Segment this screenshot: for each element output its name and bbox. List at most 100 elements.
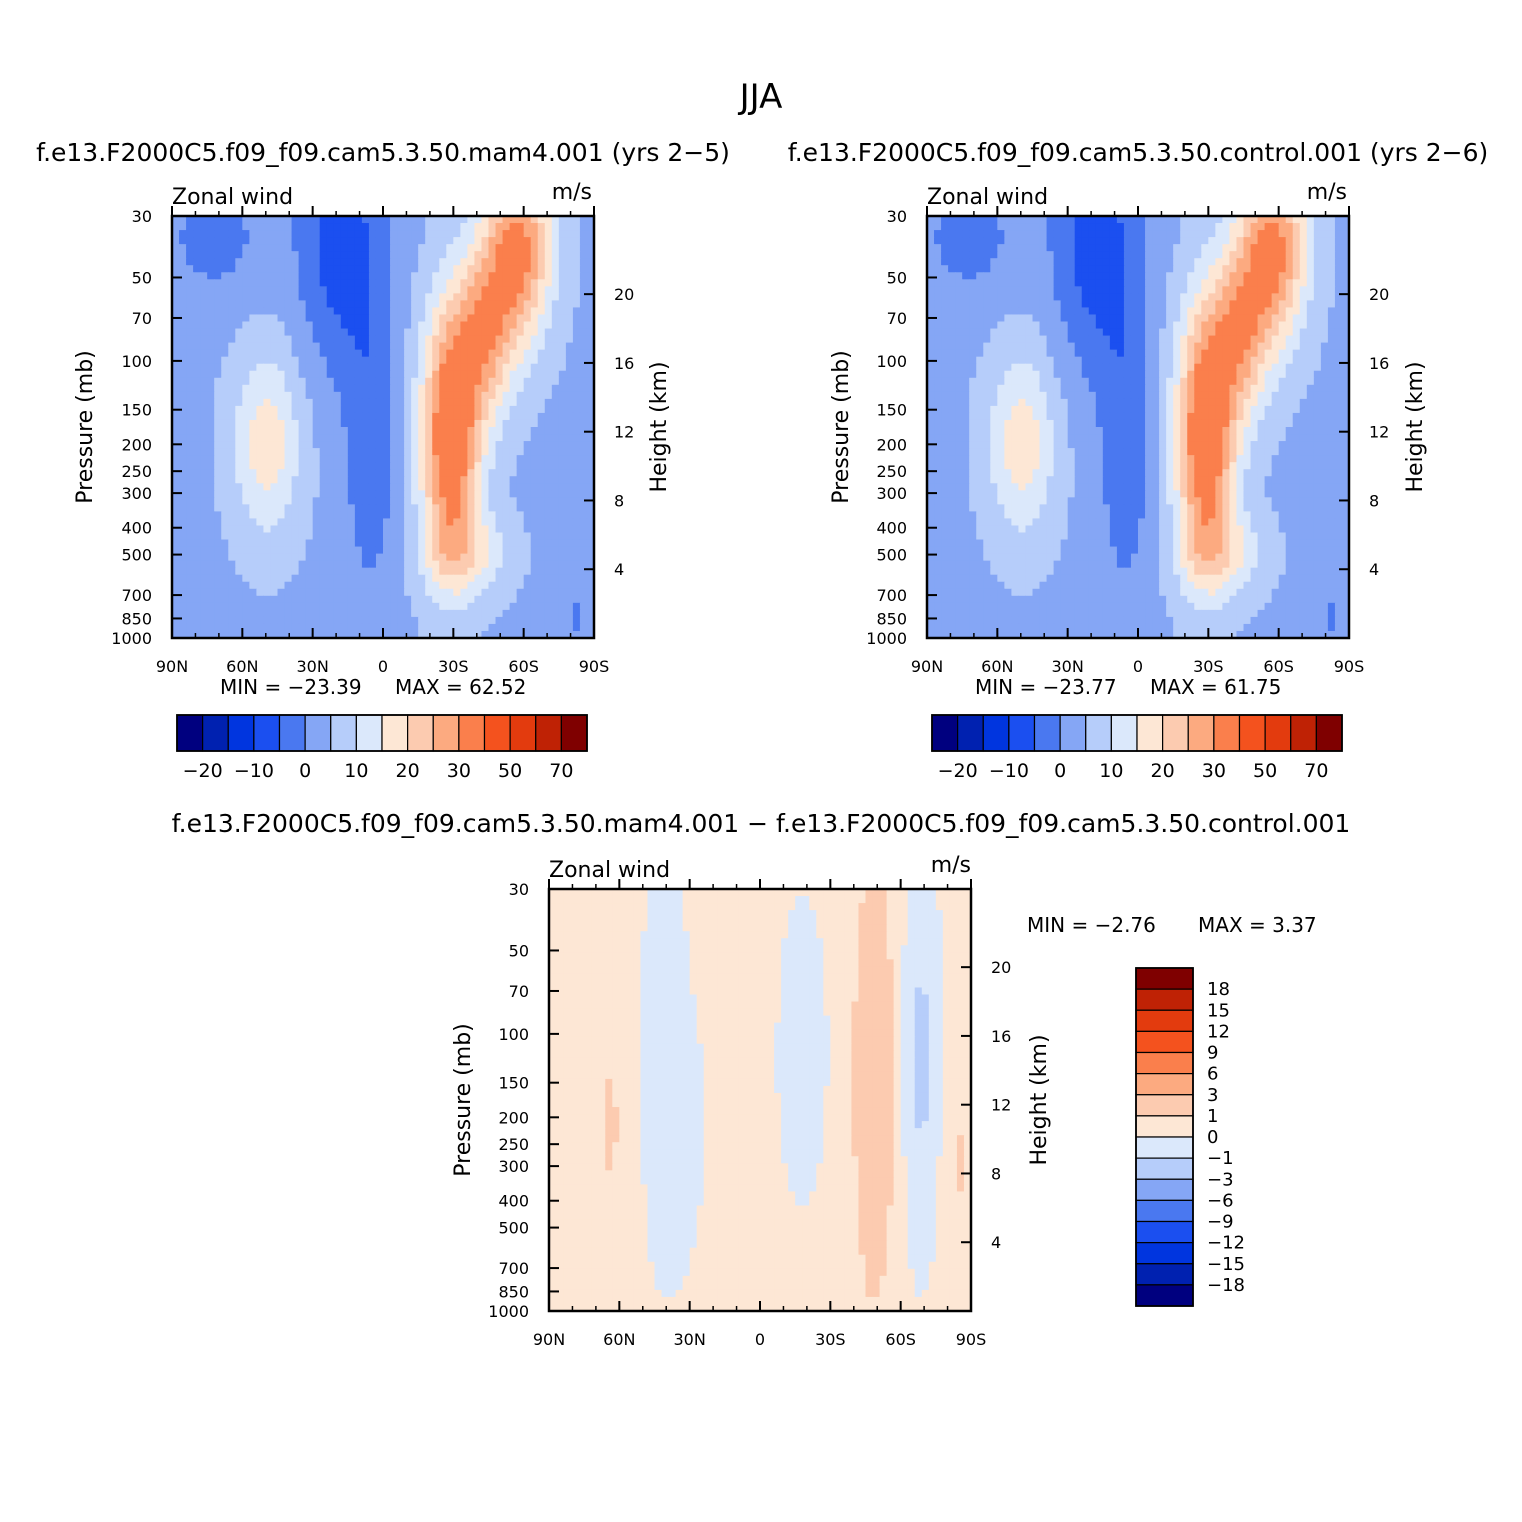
contour-cell xyxy=(340,286,349,294)
contour-cell xyxy=(474,370,483,379)
contour-cell xyxy=(193,497,201,505)
contour-cell xyxy=(390,321,398,330)
contour-cell xyxy=(467,455,476,463)
contour-cell xyxy=(411,293,419,301)
contour-cell xyxy=(418,588,426,597)
contour-cell xyxy=(186,546,194,555)
contour-cell xyxy=(179,216,187,224)
contour-cell xyxy=(948,230,956,238)
contour-cell xyxy=(249,581,257,590)
contour-cell xyxy=(221,427,229,435)
contour-cell xyxy=(481,574,490,583)
contour-cell xyxy=(179,546,187,555)
contour-cell xyxy=(397,539,405,548)
contour-cell xyxy=(354,525,363,534)
contour-cell xyxy=(256,265,265,273)
contour-cell xyxy=(1299,223,1308,231)
contour-cell xyxy=(193,391,201,400)
contour-cell xyxy=(1334,307,1343,316)
contour-cell xyxy=(1271,300,1280,309)
contour-cell xyxy=(1341,328,1349,337)
contour-cell xyxy=(284,553,293,562)
contour-cell xyxy=(228,630,236,638)
contour-cell xyxy=(200,497,208,505)
contour-cell xyxy=(270,511,279,520)
contour-cell xyxy=(319,504,328,512)
contour-cell xyxy=(186,412,194,421)
contour-cell xyxy=(990,342,998,351)
contour-cell xyxy=(242,335,250,344)
contour-cell xyxy=(537,574,546,583)
contour-cell xyxy=(551,434,560,442)
contour-cell xyxy=(1046,279,1055,287)
contour-cell xyxy=(354,623,363,632)
contour-cell xyxy=(418,419,426,428)
contour-cell xyxy=(1138,349,1146,358)
contour-cell xyxy=(418,434,426,442)
contour-cell xyxy=(586,398,594,407)
contour-cell xyxy=(291,321,300,330)
y2-tick-label: 16 xyxy=(614,354,634,373)
contour-cell xyxy=(439,419,447,428)
contour-cell xyxy=(284,216,293,224)
contour-cell xyxy=(983,349,991,358)
contour-cell xyxy=(551,448,560,456)
contour-cell xyxy=(277,581,286,590)
contour-cell xyxy=(242,525,250,534)
contour-cell xyxy=(411,609,419,618)
contour-cell xyxy=(495,504,504,512)
contour-cell xyxy=(298,567,307,576)
contour-cell xyxy=(270,328,279,337)
contour-cell xyxy=(502,616,511,625)
contour-cell xyxy=(516,567,525,576)
contour-cell xyxy=(1243,223,1252,231)
contour-cell xyxy=(1145,251,1153,259)
contour-cell xyxy=(1011,300,1020,309)
contour-cell xyxy=(1011,251,1020,259)
contour-cell xyxy=(1264,307,1273,316)
contour-cell xyxy=(516,434,525,442)
contour-cell xyxy=(418,448,426,456)
contour-cell xyxy=(207,504,215,512)
contour-cell xyxy=(1327,314,1336,323)
contour-cell xyxy=(207,286,215,294)
contour-cell xyxy=(1229,216,1238,224)
contour-cell xyxy=(446,237,454,245)
contour-cell xyxy=(172,616,180,625)
contour-cell xyxy=(1074,237,1083,245)
contour-cell xyxy=(326,272,335,280)
contour-cell xyxy=(200,462,208,470)
contour-cell xyxy=(214,251,222,259)
x-tick-label: 90N xyxy=(156,657,188,676)
contour-cell xyxy=(530,602,539,611)
contour-cell xyxy=(347,441,356,449)
contour-cell xyxy=(927,251,935,259)
contour-cell xyxy=(397,307,405,316)
contour-cell xyxy=(1215,279,1223,287)
contour-cell xyxy=(1327,321,1336,330)
contour-cell xyxy=(1299,265,1308,273)
contour-cell xyxy=(997,349,1005,358)
contour-cell xyxy=(319,328,328,337)
contour-cell xyxy=(235,623,243,632)
contour-cell xyxy=(284,595,293,604)
contour-cell xyxy=(1095,265,1104,273)
contour-cell xyxy=(1236,307,1245,316)
contour-cell xyxy=(411,497,419,505)
contour-cell xyxy=(186,602,194,611)
contour-cell xyxy=(207,574,215,583)
contour-cell xyxy=(509,265,518,273)
contour-cell xyxy=(354,321,363,330)
contour-cell xyxy=(361,567,370,576)
contour-cell xyxy=(1032,279,1041,287)
contour-cell xyxy=(1074,216,1083,224)
contour-cell xyxy=(481,237,490,245)
contour-cell xyxy=(955,321,963,330)
contour-cell xyxy=(934,321,942,330)
contour-cell xyxy=(235,434,243,442)
contour-cell xyxy=(319,462,328,470)
contour-cell xyxy=(1285,335,1294,344)
contour-cell xyxy=(242,398,250,407)
contour-cell xyxy=(565,314,574,323)
contour-cell xyxy=(1236,300,1245,309)
